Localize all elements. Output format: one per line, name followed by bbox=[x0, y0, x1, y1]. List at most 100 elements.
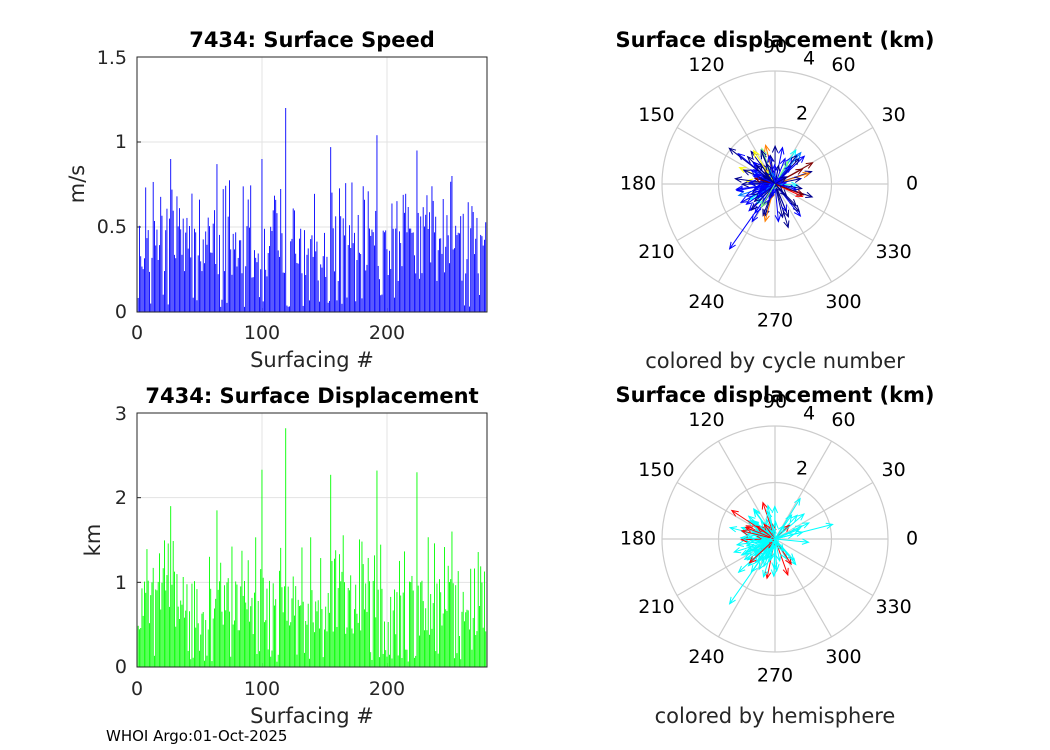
displacement-bar bbox=[209, 556, 210, 667]
polar-cycle-arrowhead bbox=[771, 144, 779, 153]
speed-bar bbox=[316, 241, 318, 312]
displacement-xtick-0: 0 bbox=[131, 678, 143, 700]
speed-bar bbox=[485, 222, 487, 312]
speed-bar bbox=[295, 253, 297, 312]
displacement-bar bbox=[457, 571, 459, 667]
displacement-bar bbox=[195, 627, 197, 667]
polar-hemisphere-arrowhead bbox=[825, 522, 834, 529]
polar-hemisphere-arrowhead bbox=[785, 557, 792, 566]
speed-bar bbox=[450, 181, 452, 312]
polar-cycle-angle-label: 90 bbox=[763, 36, 787, 58]
displacement-bar bbox=[246, 609, 248, 667]
polar-cycle-arrowhead bbox=[781, 160, 789, 169]
speed-bar bbox=[342, 218, 344, 312]
speed-bar bbox=[209, 226, 210, 312]
displacement-bar bbox=[285, 428, 287, 667]
polar-cycle-arrowhead bbox=[774, 164, 781, 173]
displacement-bar bbox=[264, 622, 265, 667]
displacement-bar bbox=[394, 589, 395, 667]
speed-bar bbox=[419, 278, 420, 312]
speed-title: 7434: Surface Speed bbox=[189, 28, 435, 52]
polar-hemisphere-arrow bbox=[774, 525, 803, 540]
displacement-bar bbox=[239, 630, 240, 667]
polar-cycle-angle-labels: 0 30 60 90 120 150 180 210 240 270 300 330 bbox=[620, 36, 918, 332]
speed-bar bbox=[242, 186, 244, 312]
displacement-bar bbox=[389, 654, 390, 667]
displacement-bar bbox=[439, 579, 440, 667]
polar-hemisphere-arrow bbox=[767, 505, 776, 540]
speed-bar bbox=[446, 215, 448, 312]
speed-bar bbox=[286, 305, 288, 312]
displacement-bar bbox=[465, 612, 467, 667]
polar-cycle-angle-label: 150 bbox=[638, 104, 674, 126]
displacement-bar bbox=[395, 634, 397, 667]
speed-bar bbox=[401, 266, 403, 312]
displacement-bar bbox=[436, 583, 438, 667]
polar-hemisphere-angle-label: 90 bbox=[763, 391, 787, 413]
displacement-bar bbox=[167, 543, 169, 667]
speed-bar bbox=[305, 275, 307, 312]
displacement-bar bbox=[287, 586, 289, 667]
displacement-bar bbox=[309, 658, 310, 667]
displacement-bar bbox=[232, 624, 234, 667]
polar-cycle-arrow bbox=[768, 155, 776, 185]
displacement-bar bbox=[316, 611, 318, 667]
displacement-bar bbox=[272, 583, 274, 667]
speed-bar bbox=[290, 241, 292, 312]
speed-bar bbox=[296, 262, 298, 312]
speed-bar bbox=[160, 196, 162, 312]
speed-bar bbox=[179, 208, 180, 312]
speed-bar bbox=[217, 274, 219, 312]
displacement-bar bbox=[434, 543, 435, 667]
speed-bar bbox=[356, 260, 358, 312]
polar-cycle-arrowhead bbox=[735, 186, 744, 193]
displacement-bar bbox=[377, 589, 379, 667]
speed-bar bbox=[361, 298, 363, 312]
displacement-bar bbox=[467, 610, 469, 667]
displacement-bar bbox=[329, 612, 330, 667]
speed-bar bbox=[406, 232, 408, 312]
speed-bar bbox=[400, 243, 402, 312]
polar-cycle-angle-label: 120 bbox=[688, 54, 724, 76]
speed-bar bbox=[291, 238, 293, 312]
speed-bar bbox=[166, 208, 168, 312]
speed-bar bbox=[390, 268, 392, 312]
polar-hemisphere-ring bbox=[661, 425, 889, 653]
polar-cycle-arrow bbox=[765, 163, 776, 185]
displacement-bar bbox=[357, 622, 359, 667]
speed-bar bbox=[216, 164, 218, 312]
displacement-bar bbox=[255, 537, 257, 667]
displacement-bar bbox=[470, 568, 472, 667]
speed-bar bbox=[449, 263, 450, 312]
displacement-bar bbox=[480, 566, 482, 667]
displacement-bar bbox=[344, 582, 345, 667]
displacement-bar bbox=[446, 610, 448, 667]
displacement-bar bbox=[381, 588, 383, 667]
displacement-bar bbox=[466, 609, 468, 667]
displacement-bar bbox=[312, 622, 314, 667]
displacement-bar bbox=[145, 592, 147, 667]
displacement-bar bbox=[244, 580, 245, 667]
displacement-bar bbox=[192, 657, 194, 667]
displacement-bar bbox=[365, 583, 367, 667]
speed-bar bbox=[189, 226, 190, 312]
speed-bar bbox=[345, 183, 347, 312]
displacement-bar bbox=[440, 592, 442, 667]
displacement-bar bbox=[442, 613, 444, 667]
displacement-bar bbox=[325, 606, 327, 667]
displacement-bar bbox=[280, 547, 282, 667]
speed-bar bbox=[476, 217, 478, 312]
speed-bar bbox=[162, 294, 164, 312]
displacement-bar bbox=[162, 568, 164, 667]
polar-hemisphere-arrow bbox=[770, 538, 776, 559]
displacement-bar bbox=[456, 653, 458, 667]
polar-hemisphere-angle-label: 240 bbox=[688, 646, 724, 668]
displacement-bar bbox=[241, 550, 243, 667]
displacement-bar bbox=[292, 576, 294, 667]
speed-bar bbox=[187, 248, 189, 312]
polar-hemisphere-arrowhead bbox=[794, 525, 804, 532]
displacement-ytick-1: 1 bbox=[115, 572, 127, 594]
displacement-bar bbox=[217, 589, 219, 667]
displacement-bar bbox=[276, 661, 278, 667]
displacement-bar bbox=[367, 557, 369, 667]
